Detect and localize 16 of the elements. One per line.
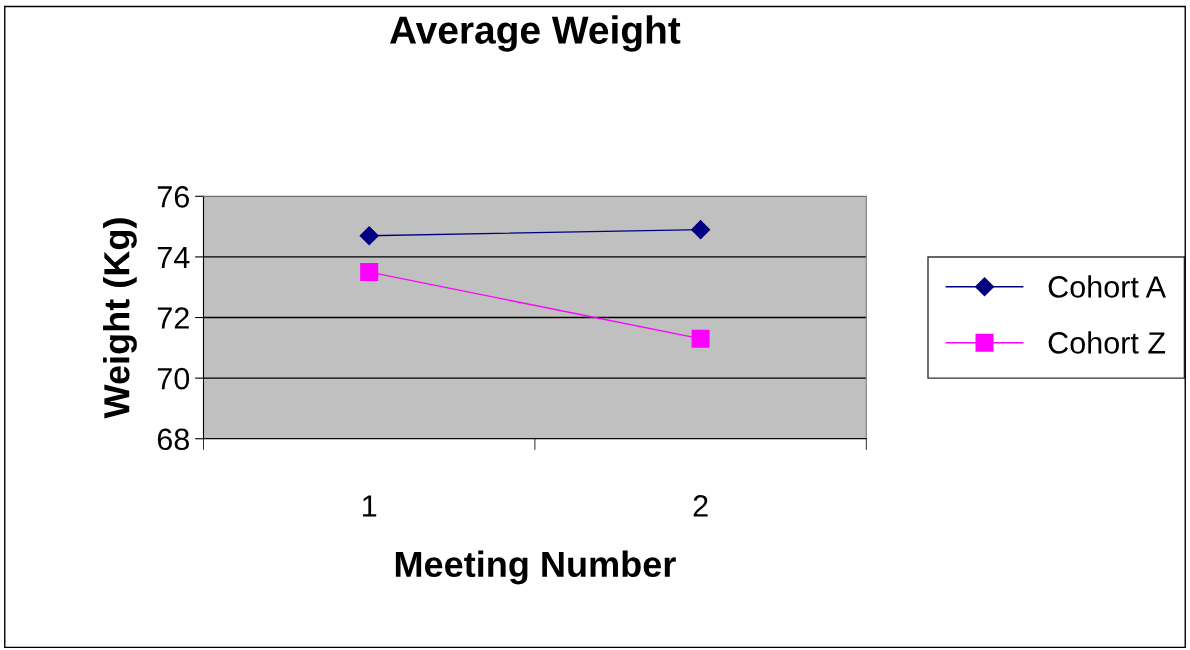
y-tick-label: 72	[157, 307, 189, 329]
x-tick-label: 2	[693, 495, 708, 517]
point	[691, 220, 711, 240]
y-tick-label: 68	[157, 428, 189, 451]
chart-title: Average Weight	[390, 15, 681, 52]
y-tick-label: 70	[157, 367, 190, 390]
legend-label: Cohort A	[1048, 275, 1166, 298]
point	[359, 226, 379, 246]
x-tick-label: 1	[363, 495, 377, 517]
point	[691, 329, 710, 348]
x-axis-title: Meeting Number	[395, 550, 676, 585]
y-tick-label: 74	[157, 246, 190, 268]
y-tick-label: 76	[157, 186, 189, 208]
y-axis-title: Weight (Kg)	[103, 218, 137, 419]
point	[360, 263, 379, 282]
legend-label: Cohort Z	[1048, 331, 1166, 354]
